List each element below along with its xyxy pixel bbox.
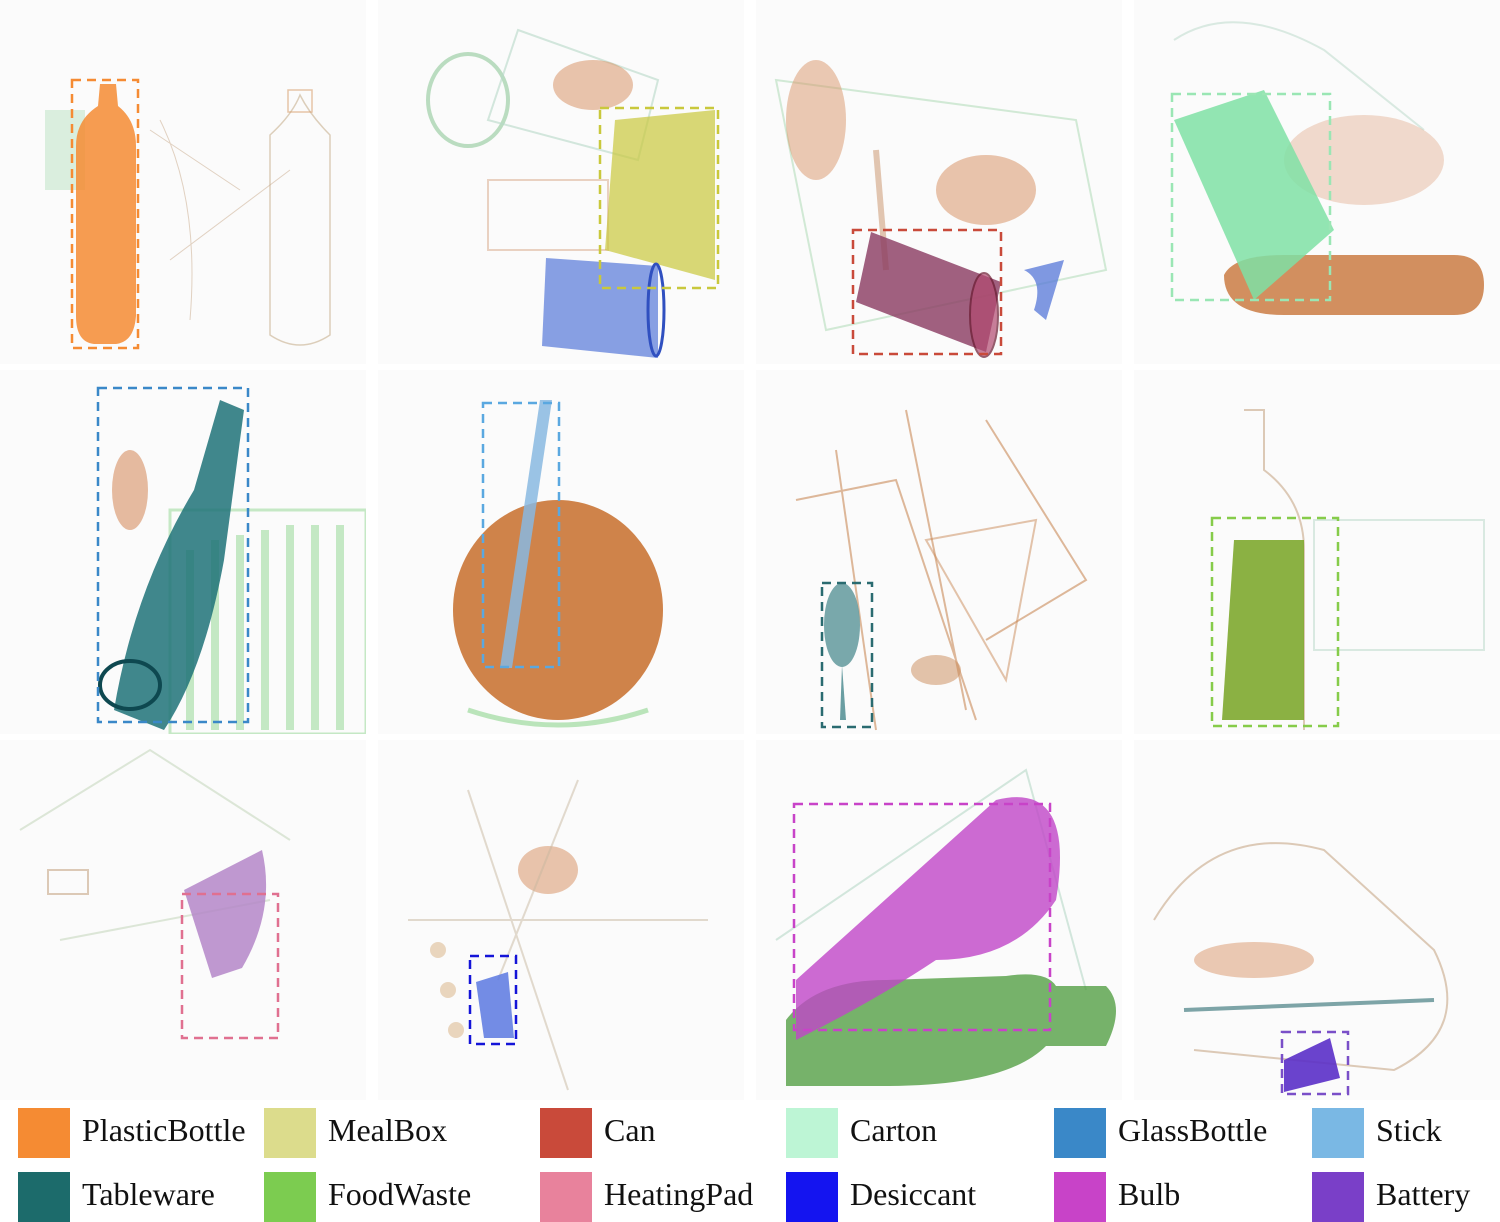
xray-image-battery — [1153, 842, 1449, 1096]
legend-swatch — [540, 1108, 592, 1158]
xray-panel-heating-pad — [0, 740, 366, 1104]
legend-swatch — [264, 1108, 316, 1158]
legend-label: PlasticBottle — [82, 1112, 246, 1148]
legend-label: Battery — [1376, 1176, 1471, 1212]
xray-panel-glass-bottle — [0, 370, 366, 734]
xray-image-can — [774, 60, 1108, 358]
legend-swatch — [18, 1108, 70, 1158]
xray-panel-battery — [1134, 740, 1500, 1104]
legend-label: Stick — [1376, 1112, 1442, 1148]
xray-panel-carton — [1134, 0, 1500, 364]
xray-panel-can — [756, 0, 1122, 364]
legend-swatch — [540, 1172, 592, 1222]
xray-image-glass-bottle — [96, 386, 366, 734]
xray-image-desiccant — [408, 779, 708, 1091]
legend-swatch — [264, 1172, 316, 1222]
legend-label: HeatingPad — [604, 1176, 754, 1212]
xray-image-grid — [0, 0, 1500, 1096]
legend-swatch — [18, 1172, 70, 1222]
xray-panel-stick — [378, 370, 744, 734]
legend-swatch — [1312, 1172, 1364, 1222]
xray-panel-mealbox — [378, 0, 744, 364]
xray-image-foodwaste — [1210, 409, 1485, 730]
legend-swatch — [1054, 1108, 1106, 1158]
xray-panel-desiccant — [378, 740, 744, 1104]
legend-label: Bulb — [1118, 1176, 1181, 1212]
legend-swatch — [1312, 1108, 1364, 1158]
legend-swatch — [786, 1108, 838, 1158]
xray-panel-bulb — [756, 740, 1122, 1104]
legend-label: MealBox — [328, 1112, 448, 1148]
xray-image-mealbox — [426, 28, 720, 358]
xray-image-stick — [453, 400, 663, 728]
xray-image-plastic-bottle — [45, 78, 331, 350]
xray-panel-tableware — [756, 370, 1122, 734]
legend-label: Carton — [850, 1112, 938, 1148]
xray-panel-foodwaste — [1134, 370, 1500, 734]
legend-label: Can — [604, 1112, 656, 1148]
legend-label: Tableware — [82, 1176, 215, 1212]
xray-panel-plastic-bottle — [0, 0, 366, 364]
xray-image-carton — [1170, 21, 1484, 315]
legend-swatch — [786, 1172, 838, 1222]
legend-swatch — [1054, 1172, 1106, 1222]
legend-label: FoodWaste — [328, 1176, 472, 1212]
xray-image-tableware — [795, 409, 1088, 731]
legend-label: GlassBottle — [1118, 1112, 1268, 1148]
category-legend: PlasticBottle MealBox Can Carton GlassBottle… — [0, 1100, 1500, 1222]
legend-label: Desiccant — [850, 1176, 977, 1212]
xray-image-bulb — [775, 768, 1116, 1086]
xray-image-heating-pad — [19, 748, 291, 1040]
